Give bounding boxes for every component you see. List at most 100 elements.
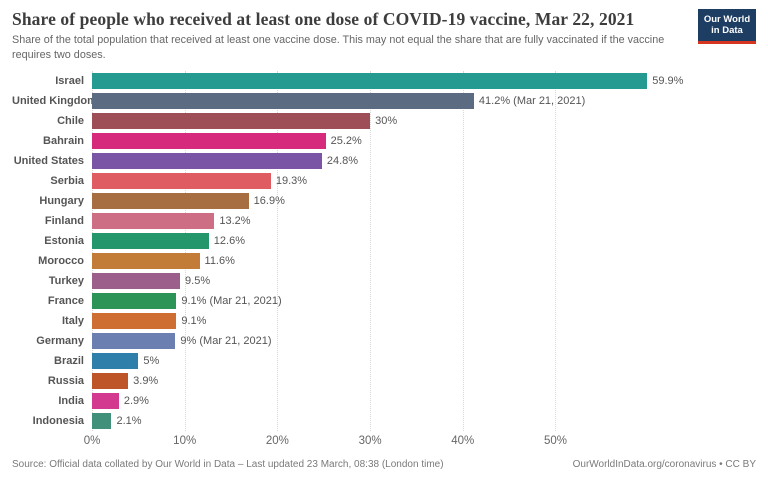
bar[interactable] [92,313,177,330]
x-tick-label: 30% [358,435,382,448]
x-axis: 0% 10% 20% 30% 40% 50% [84,435,752,451]
value-label: 59.9% [652,75,684,88]
bar-track: 2.1% [92,413,756,430]
bar[interactable] [92,73,648,90]
country-label: Turkey [48,275,84,288]
value-label: 24.8% [326,155,359,168]
x-tick-label: 50% [543,435,567,448]
country-label: Chile [57,115,84,128]
bar-track: 3.9% [92,373,756,390]
chart-title: Share of people who received at least on… [12,9,635,29]
value-label: 2.1% [116,415,142,428]
bar[interactable] [92,373,129,390]
x-tick-label: 0% [83,435,101,448]
bar-row: Bahrain 25.2% [12,131,756,151]
bar-track: 16.9% [92,193,756,210]
bar[interactable] [92,293,177,310]
bar[interactable] [92,113,371,130]
source-note: Source: Official data collated by Our Wo… [12,459,444,470]
bar-track: 9% (Mar 21, 2021) [92,333,756,350]
bar-row: India 2.9% [12,391,756,411]
bar-row: Estonia 12.6% [12,231,756,251]
bar-track: 25.2% [92,133,756,150]
bar-row: Italy 9.1% [12,311,756,331]
bar-track: 24.8% [92,153,756,170]
bar[interactable] [92,273,181,290]
bar-row: Chile 30% [12,111,756,131]
bar[interactable] [92,353,139,370]
bar-row: United States 24.8% [12,151,756,171]
country-label: Indonesia [32,415,84,428]
bar[interactable] [92,253,200,270]
bar-row: Morocco 11.6% [12,251,756,271]
bar[interactable] [92,233,209,250]
bar-rows: Israel 59.9% United Kingdom 41.2% (Mar 21, … [12,71,756,431]
owid-logo-line2: in Data [711,25,743,36]
value-label: 2.9% [123,395,149,408]
bar[interactable] [92,193,249,210]
country-label: Germany [36,335,84,348]
bar[interactable] [92,393,119,410]
chart-subtitle: Share of the total population that recei… [12,34,665,61]
bar-track: 13.2% [92,213,756,230]
country-label: Russia [47,375,84,388]
bar[interactable] [92,133,326,150]
country-label: Estonia [44,235,84,248]
bar-track: 30% [92,113,756,130]
bar-row: Israel 59.9% [12,71,756,91]
owid-logo[interactable]: Our World in Data [698,9,756,44]
value-label: 12.6% [213,235,245,248]
gridline [184,71,186,432]
bar-track: 11.6% [92,253,756,270]
footer-link[interactable]: OurWorldInData.org/coronavirus • CC BY [572,459,756,470]
bar[interactable] [92,333,176,350]
bar[interactable] [92,153,322,170]
bar-row: France 9.1% (Mar 21, 2021) [12,291,756,311]
bar-track: 9.1% [92,313,756,330]
country-label: Serbia [50,175,84,188]
value-label: 19.3% [275,175,308,188]
bar-row: Hungary 16.9% [12,191,756,211]
country-label: United Kingdom [12,95,97,108]
bar[interactable] [92,93,474,110]
value-label: 5% [143,355,160,368]
bar-track: 9.5% [92,273,756,290]
country-label: Finland [44,215,84,228]
gridline [462,71,464,432]
bar-row: Indonesia 2.1% [12,411,756,431]
bar-row: United Kingdom 41.2% (Mar 21, 2021) [12,91,756,111]
bar-track: 59.9% [92,73,756,90]
country-label: France [47,295,84,308]
value-label: 25.2% [330,135,362,148]
value-label: 13.2% [219,215,251,228]
x-tick-label: 40% [451,435,475,448]
bar-chart: Israel 59.9% United Kingdom 41.2% (Mar 21, … [12,71,756,449]
value-label: 9.1% (Mar 21, 2021) [181,295,282,308]
bar[interactable] [92,213,215,230]
country-label: Morocco [38,255,84,268]
x-tick-label: 10% [173,435,197,448]
x-tick-label: 20% [265,435,289,448]
bar-row: Finland 13.2% [12,211,756,231]
value-label: 11.6% [204,255,235,268]
bar-row: Serbia 19.3% [12,171,756,191]
bar-track: 9.1% (Mar 21, 2021) [92,293,756,310]
bar-track: 19.3% [92,173,756,190]
country-label: Italy [61,315,84,328]
value-label: 41.2% (Mar 21, 2021) [478,95,586,108]
bar[interactable] [92,413,112,430]
bar-row: Germany 9% (Mar 21, 2021) [12,331,756,351]
bar-track: 2.9% [92,393,756,410]
value-label: 9.5% [185,275,211,288]
gridlines-layer [92,71,752,432]
country-label: India [58,395,84,408]
bar-track: 5% [92,353,756,370]
bar-track: 12.6% [92,233,756,250]
value-label: 16.9% [253,195,285,208]
bar[interactable] [92,173,271,190]
country-label: United States [13,155,84,168]
value-label: 9% (Mar 21, 2021) [180,335,272,348]
country-label: Bahrain [43,135,84,148]
country-label: Brazil [54,355,84,368]
